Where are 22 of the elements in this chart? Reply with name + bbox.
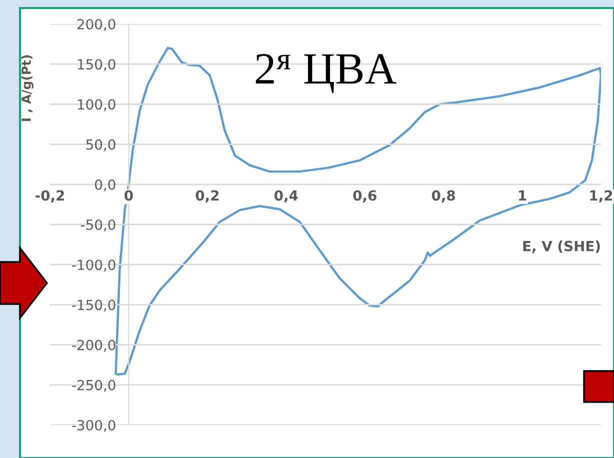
x-tick-label: 0 bbox=[124, 190, 133, 201]
y-tick-label: -100,0 bbox=[72, 260, 116, 272]
x-tick-label: 0,6 bbox=[353, 190, 376, 202]
x-tick-label: -0,2 bbox=[36, 190, 64, 202]
y-tick-label: -300,0 bbox=[72, 420, 116, 432]
x-tick-label: 0,4 bbox=[274, 190, 298, 202]
x-tick-label: 0,2 bbox=[196, 190, 219, 202]
x-tick-label: 1 bbox=[519, 190, 526, 201]
x-tick-label: 0,8 bbox=[432, 190, 456, 202]
y-tick-label: 0,0 bbox=[95, 179, 116, 192]
y-tick-label: -200,0 bbox=[72, 340, 116, 352]
y-tick-label: 50,0 bbox=[86, 139, 116, 152]
y-axis-title: I , A/g(Pt) bbox=[21, 55, 34, 121]
y-tick-label: -250,0 bbox=[72, 380, 116, 392]
x-tick-label: 1,2 bbox=[590, 190, 612, 202]
y-tick-label: 100,0 bbox=[78, 99, 116, 112]
y-tick-label: -150,0 bbox=[72, 300, 116, 312]
y-tick-label: 150,0 bbox=[78, 59, 116, 71]
text: 2$^{я}$ ЦВА bbox=[256, 54, 396, 93]
y-tick-label: 200,0 bbox=[77, 18, 116, 31]
x-axis-title: E, V (SHE) bbox=[523, 240, 600, 254]
y-tick-label: -50,0 bbox=[80, 219, 116, 232]
